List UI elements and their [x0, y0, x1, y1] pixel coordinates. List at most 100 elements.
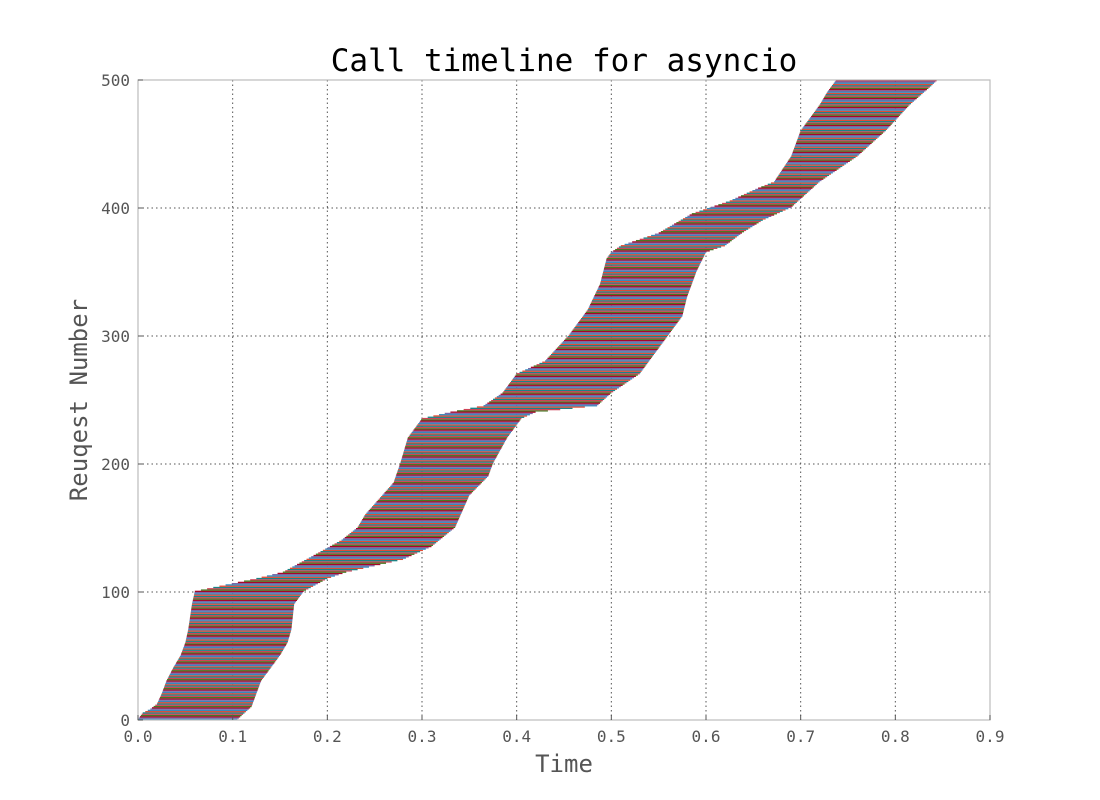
request-bar: [381, 495, 469, 498]
request-bar: [784, 165, 843, 168]
request-bar: [596, 289, 690, 292]
request-bar: [483, 405, 598, 407]
request-bar: [179, 655, 280, 658]
request-bar: [496, 396, 608, 398]
request-bar: [277, 572, 343, 575]
request-bar: [153, 705, 252, 708]
request-bar: [552, 352, 655, 354]
request-bar: [180, 654, 280, 657]
request-bar: [334, 543, 435, 545]
request-bar: [187, 632, 291, 635]
request-bar: [510, 380, 629, 383]
request-bar: [361, 520, 458, 522]
request-bar: [718, 204, 795, 206]
request-bar: [628, 242, 729, 244]
y-tick-label: 400: [101, 199, 130, 218]
request-bar: [580, 319, 680, 321]
request-bar: [405, 446, 503, 448]
request-bar: [407, 438, 507, 440]
request-bar: [588, 307, 685, 310]
request-bar: [213, 586, 311, 589]
request-bar: [189, 622, 293, 625]
request-bar: [699, 210, 783, 212]
request-bar: [667, 227, 751, 229]
request-bar: [818, 105, 909, 107]
request-bar: [530, 366, 645, 369]
request-bar: [387, 488, 476, 490]
request-bar: [299, 562, 387, 564]
request-bar: [266, 575, 335, 577]
request-bar: [536, 364, 647, 366]
request-bar: [605, 263, 701, 265]
request-bar: [400, 462, 493, 465]
request-bar: [391, 484, 480, 486]
request-bar: [379, 497, 469, 499]
request-bar: [161, 693, 257, 695]
request-bar: [579, 320, 679, 322]
request-bar: [610, 252, 706, 255]
request-bar: [799, 133, 882, 136]
request-bar: [272, 574, 339, 576]
request-bar: [558, 346, 660, 348]
request-bar: [383, 493, 471, 495]
request-bar: [373, 504, 465, 507]
request-bar: [407, 437, 508, 439]
request-bar: [605, 260, 702, 262]
request-bar: [564, 339, 665, 342]
request-bar: [140, 714, 242, 717]
request-bar: [177, 659, 277, 662]
request-bar: [513, 376, 635, 379]
request-bar: [632, 241, 731, 243]
request-bar: [308, 557, 406, 559]
request-bar: [545, 360, 650, 362]
request-bar: [826, 92, 923, 95]
request-bar: [561, 342, 663, 344]
request-bar: [732, 199, 800, 201]
request-bar: [565, 338, 666, 340]
request-bar: [797, 138, 876, 141]
request-bar: [400, 460, 495, 462]
request-bar: [166, 680, 262, 682]
request-bar: [803, 126, 890, 128]
request-bar: [191, 606, 294, 608]
request-bar: [604, 266, 699, 269]
request-bar: [570, 332, 671, 334]
request-bar: [743, 193, 806, 196]
request-bar: [522, 370, 642, 372]
request-bar: [336, 542, 437, 544]
request-bar: [356, 527, 454, 530]
request-bar: [685, 216, 769, 219]
request-bar: [539, 362, 648, 365]
request-bar: [554, 350, 657, 352]
request-bar: [207, 588, 309, 590]
request-bar: [787, 160, 850, 162]
y-tick-label: 0: [120, 711, 130, 730]
request-bar: [643, 237, 736, 239]
request-bar: [412, 430, 512, 433]
request-bar: [651, 234, 739, 237]
request-bar: [187, 631, 291, 633]
request-bar: [533, 365, 646, 367]
request-bar: [395, 475, 489, 477]
request-bar: [781, 169, 837, 171]
request-bar: [145, 711, 246, 713]
request-bar: [546, 359, 651, 361]
request-bar: [360, 521, 458, 523]
request-bar: [162, 691, 257, 694]
request-bar: [165, 681, 261, 683]
request-bar: [770, 182, 819, 184]
request-bar: [183, 647, 285, 649]
request-bar: [399, 463, 493, 466]
request-bar: [376, 501, 467, 503]
request-bar: [793, 149, 865, 151]
request-bar: [613, 250, 710, 252]
request-bar: [325, 548, 426, 550]
request-bar: [603, 269, 698, 271]
request-bar: [620, 245, 725, 247]
request-bar: [569, 333, 670, 335]
request-bar: [439, 414, 530, 416]
request-bar: [182, 650, 283, 653]
request-bar: [159, 698, 255, 700]
request-bar: [190, 613, 294, 616]
request-bar: [138, 717, 239, 719]
